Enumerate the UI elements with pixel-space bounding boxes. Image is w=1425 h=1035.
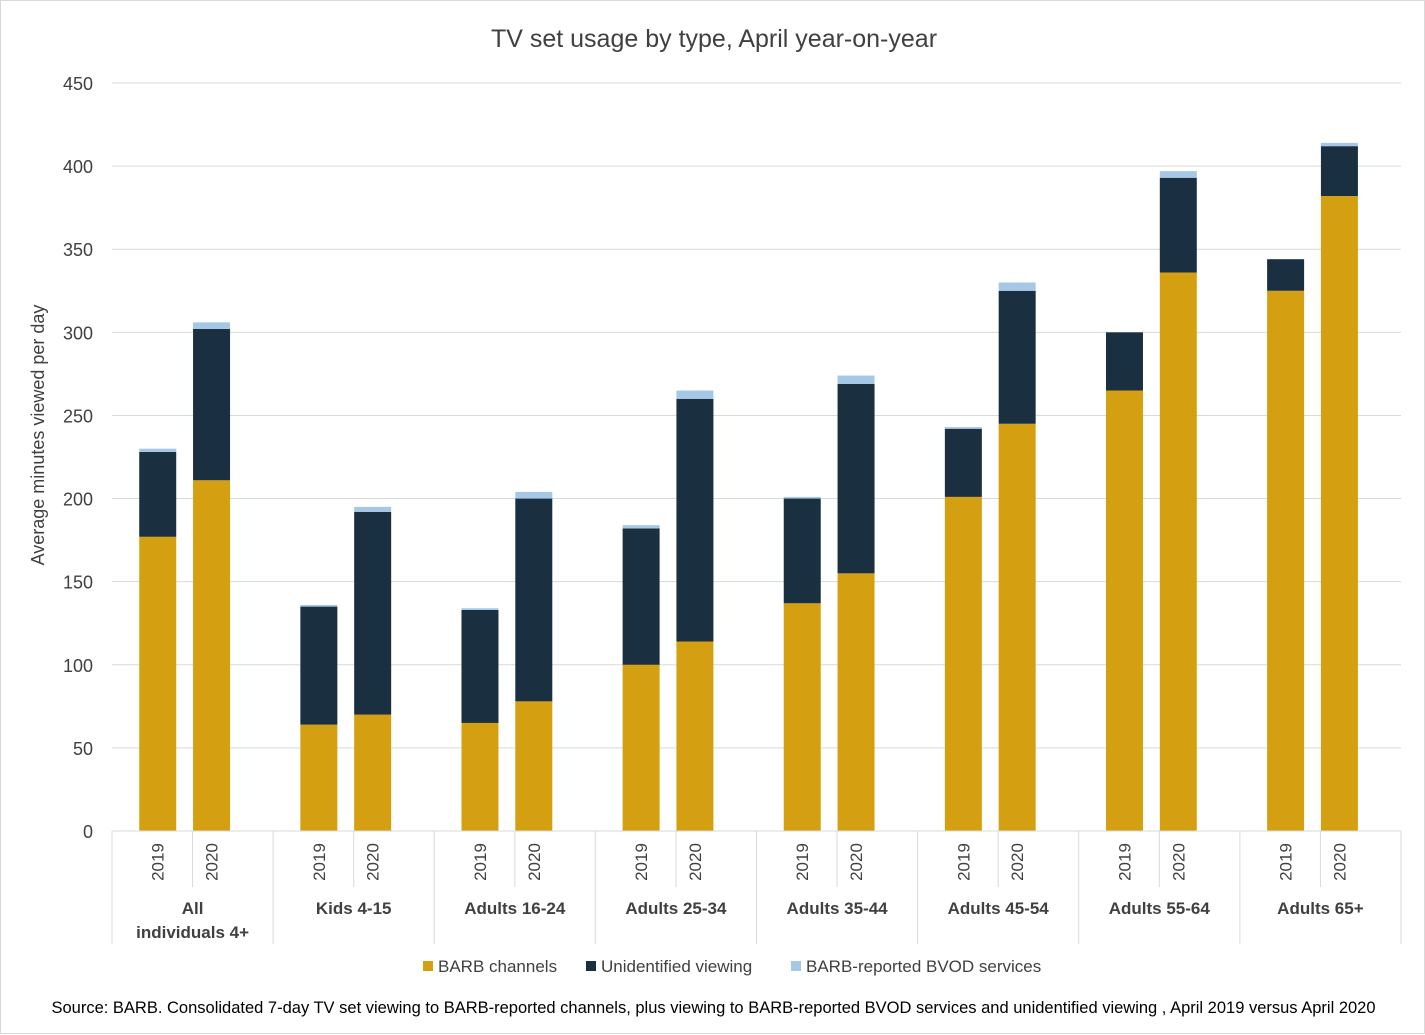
bar-segment xyxy=(837,573,875,831)
bar-segment xyxy=(354,714,392,831)
bar-segment xyxy=(1159,272,1197,831)
bar-segment xyxy=(515,701,553,831)
bar-segment xyxy=(998,282,1036,291)
x-group-label: Adults 35-44 xyxy=(787,899,889,918)
y-tick-label: 200 xyxy=(63,490,93,510)
y-tick-label: 100 xyxy=(63,656,93,676)
bar-segment xyxy=(837,375,875,384)
bar-segment xyxy=(783,496,821,499)
bar-segment xyxy=(783,498,821,604)
legend-swatch xyxy=(791,961,801,971)
legend-label: BARB channels xyxy=(438,957,557,976)
bar-segment xyxy=(1159,177,1197,273)
y-tick-label: 350 xyxy=(63,240,93,260)
x-year-label: 2019 xyxy=(793,843,812,881)
legend: BARB channels Unidentified viewing BARB-re… xyxy=(423,957,1041,976)
x-year-label: 2019 xyxy=(1116,843,1135,881)
x-group-label: All individuals 4+ xyxy=(136,899,249,942)
bar-segment xyxy=(1105,332,1143,391)
bar-segment xyxy=(1159,171,1197,178)
x-axis: 2019 2020 All individuals 4+ 2019 2020 Kids 4-… xyxy=(111,830,1402,944)
legend-swatch xyxy=(586,961,596,971)
bar-segment xyxy=(1320,196,1358,831)
legend-label: BARB-reported BVOD services xyxy=(806,957,1041,976)
x-group-label: Adults 55-64 xyxy=(1109,899,1211,918)
x-group-label: Adults 45-54 xyxy=(948,899,1050,918)
x-group-label: Kids 4-15 xyxy=(316,899,392,918)
x-year-label: 2020 xyxy=(1169,843,1188,881)
y-tick-label: 450 xyxy=(63,74,93,94)
x-group-label: Adults 65+ xyxy=(1277,899,1364,918)
x-group-label: Adults 25-34 xyxy=(625,899,727,918)
bar-segment xyxy=(622,525,660,529)
x-year-label: 2020 xyxy=(686,843,705,881)
bar-segment xyxy=(783,603,821,831)
y-tick-label: 50 xyxy=(73,739,93,759)
bar-segment xyxy=(944,428,982,497)
bar-segment xyxy=(300,724,338,831)
bar-segment xyxy=(354,506,392,512)
bar-segment xyxy=(300,604,338,607)
legend-swatch xyxy=(423,961,433,971)
bar-segment xyxy=(1320,142,1358,147)
y-tick-label: 250 xyxy=(63,406,93,426)
bar-segment xyxy=(676,390,714,399)
y-tick-label: 400 xyxy=(63,157,93,177)
bar-segment xyxy=(944,427,982,429)
y-axis-label: Average minutes viewed per day xyxy=(28,305,48,566)
bar-segment xyxy=(1105,390,1143,831)
bar-segment xyxy=(354,511,392,715)
source-note: Source: BARB. Consolidated 7-day TV set … xyxy=(51,999,1376,1017)
y-tick-label: 0 xyxy=(83,822,93,842)
bar-segment xyxy=(139,536,177,831)
x-year-label: 2019 xyxy=(632,843,651,881)
bar-segment xyxy=(1267,259,1305,291)
y-tick-label: 150 xyxy=(63,573,93,593)
bar-segment xyxy=(622,528,660,665)
bar-segment xyxy=(461,722,499,831)
bar-segment xyxy=(998,423,1036,831)
x-year-label: 2019 xyxy=(310,843,329,881)
bar-segment xyxy=(1267,290,1305,831)
bar-segment xyxy=(461,608,499,610)
y-axis-ticks: 0 50 100 150 200 250 300 350 400 450 xyxy=(63,74,93,842)
bar-segment xyxy=(676,398,714,642)
bar-segment xyxy=(193,480,231,831)
bars xyxy=(139,142,1358,831)
bar-segment xyxy=(461,609,499,723)
bar-segment xyxy=(1320,146,1358,197)
bar-segment xyxy=(837,383,875,574)
chart-title: TV set usage by type, April year-on-year xyxy=(491,25,937,53)
x-year-label: 2020 xyxy=(1330,843,1349,881)
bar-segment xyxy=(676,641,714,831)
bar-segment xyxy=(139,448,177,453)
x-year-label: 2019 xyxy=(149,843,168,881)
y-tick-label: 300 xyxy=(63,323,93,343)
bar-segment xyxy=(515,491,553,499)
bar-segment xyxy=(622,664,660,831)
x-year-label: 2020 xyxy=(203,843,222,881)
x-year-label: 2020 xyxy=(1008,843,1027,881)
x-year-label: 2019 xyxy=(954,843,973,881)
bar-segment xyxy=(139,452,177,537)
x-year-label: 2019 xyxy=(1277,843,1296,881)
bar-segment xyxy=(193,329,231,481)
bar-segment xyxy=(944,496,982,831)
bar-segment xyxy=(300,606,338,725)
legend-label: Unidentified viewing xyxy=(601,957,752,976)
bar-segment xyxy=(515,498,553,702)
x-group-label: Adults 16-24 xyxy=(464,899,566,918)
bar-segment xyxy=(998,290,1036,424)
x-year-label: 2019 xyxy=(471,843,490,881)
x-year-label: 2020 xyxy=(847,843,866,881)
bar-segment xyxy=(193,322,231,330)
x-year-label: 2020 xyxy=(525,843,544,881)
x-year-label: 2020 xyxy=(364,843,383,881)
